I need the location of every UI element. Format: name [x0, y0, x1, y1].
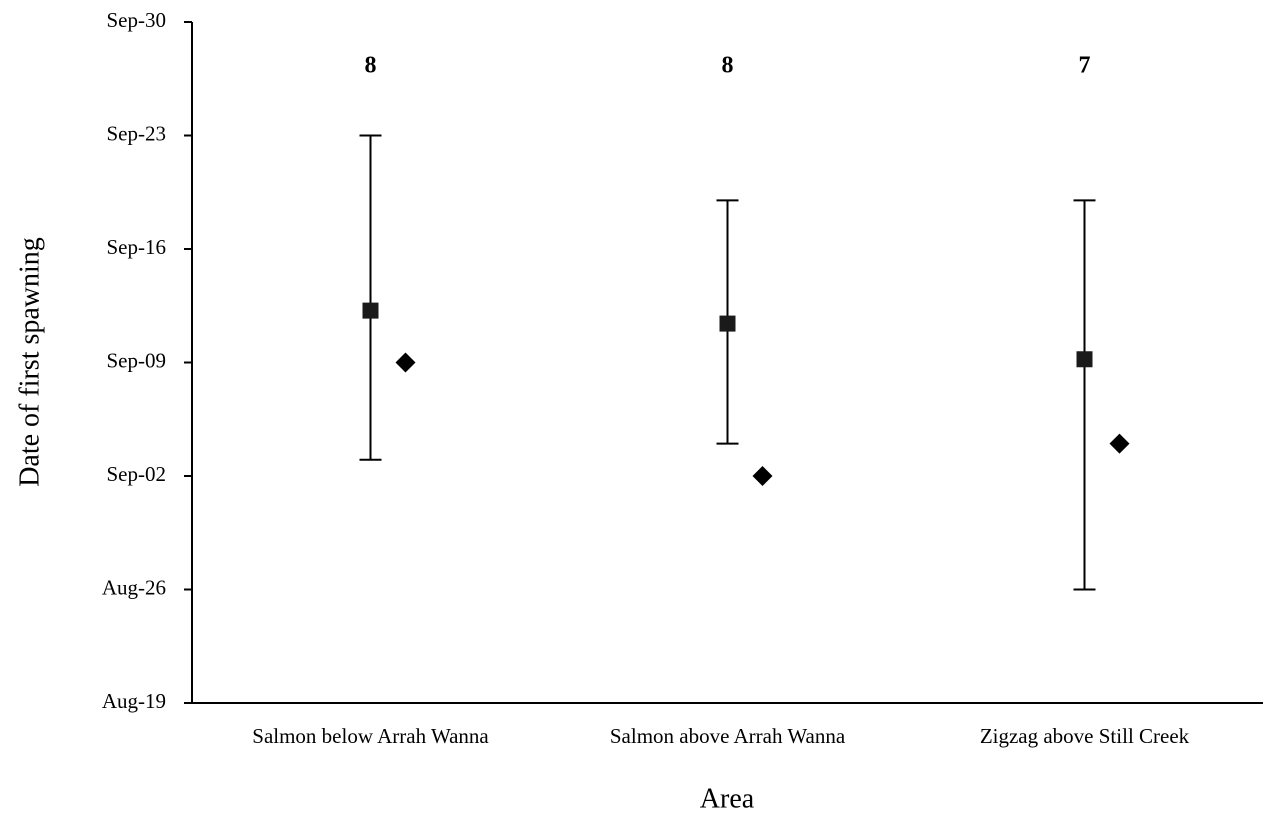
mean-marker: [719, 315, 736, 332]
median-marker: [1109, 433, 1130, 454]
mean-marker: [1076, 351, 1093, 368]
x-tick-label: Salmon above Arrah Wanna: [610, 724, 846, 748]
x-axis-label: Area: [700, 783, 755, 814]
count-label: 8: [365, 53, 377, 79]
y-tick-label: Aug-26: [102, 575, 166, 599]
y-tick-label: Sep-16: [107, 235, 167, 259]
x-tick-label: Salmon below Arrah Wanna: [252, 724, 489, 748]
count-label: 7: [1079, 53, 1091, 79]
x-tick-label: Zigzag above Still Creek: [980, 724, 1190, 748]
y-tick-label: Sep-30: [107, 8, 167, 32]
y-tick-label: Sep-02: [107, 462, 167, 486]
y-tick-label: Sep-23: [107, 121, 167, 145]
y-tick-label: Sep-09: [107, 348, 167, 372]
y-axis-label: Date of first spawning: [14, 237, 45, 487]
y-tick-label: Aug-19: [102, 689, 166, 713]
median-marker: [395, 352, 416, 373]
median-marker: [752, 466, 773, 486]
mean-marker: [362, 302, 379, 319]
count-label: 8: [722, 53, 734, 79]
